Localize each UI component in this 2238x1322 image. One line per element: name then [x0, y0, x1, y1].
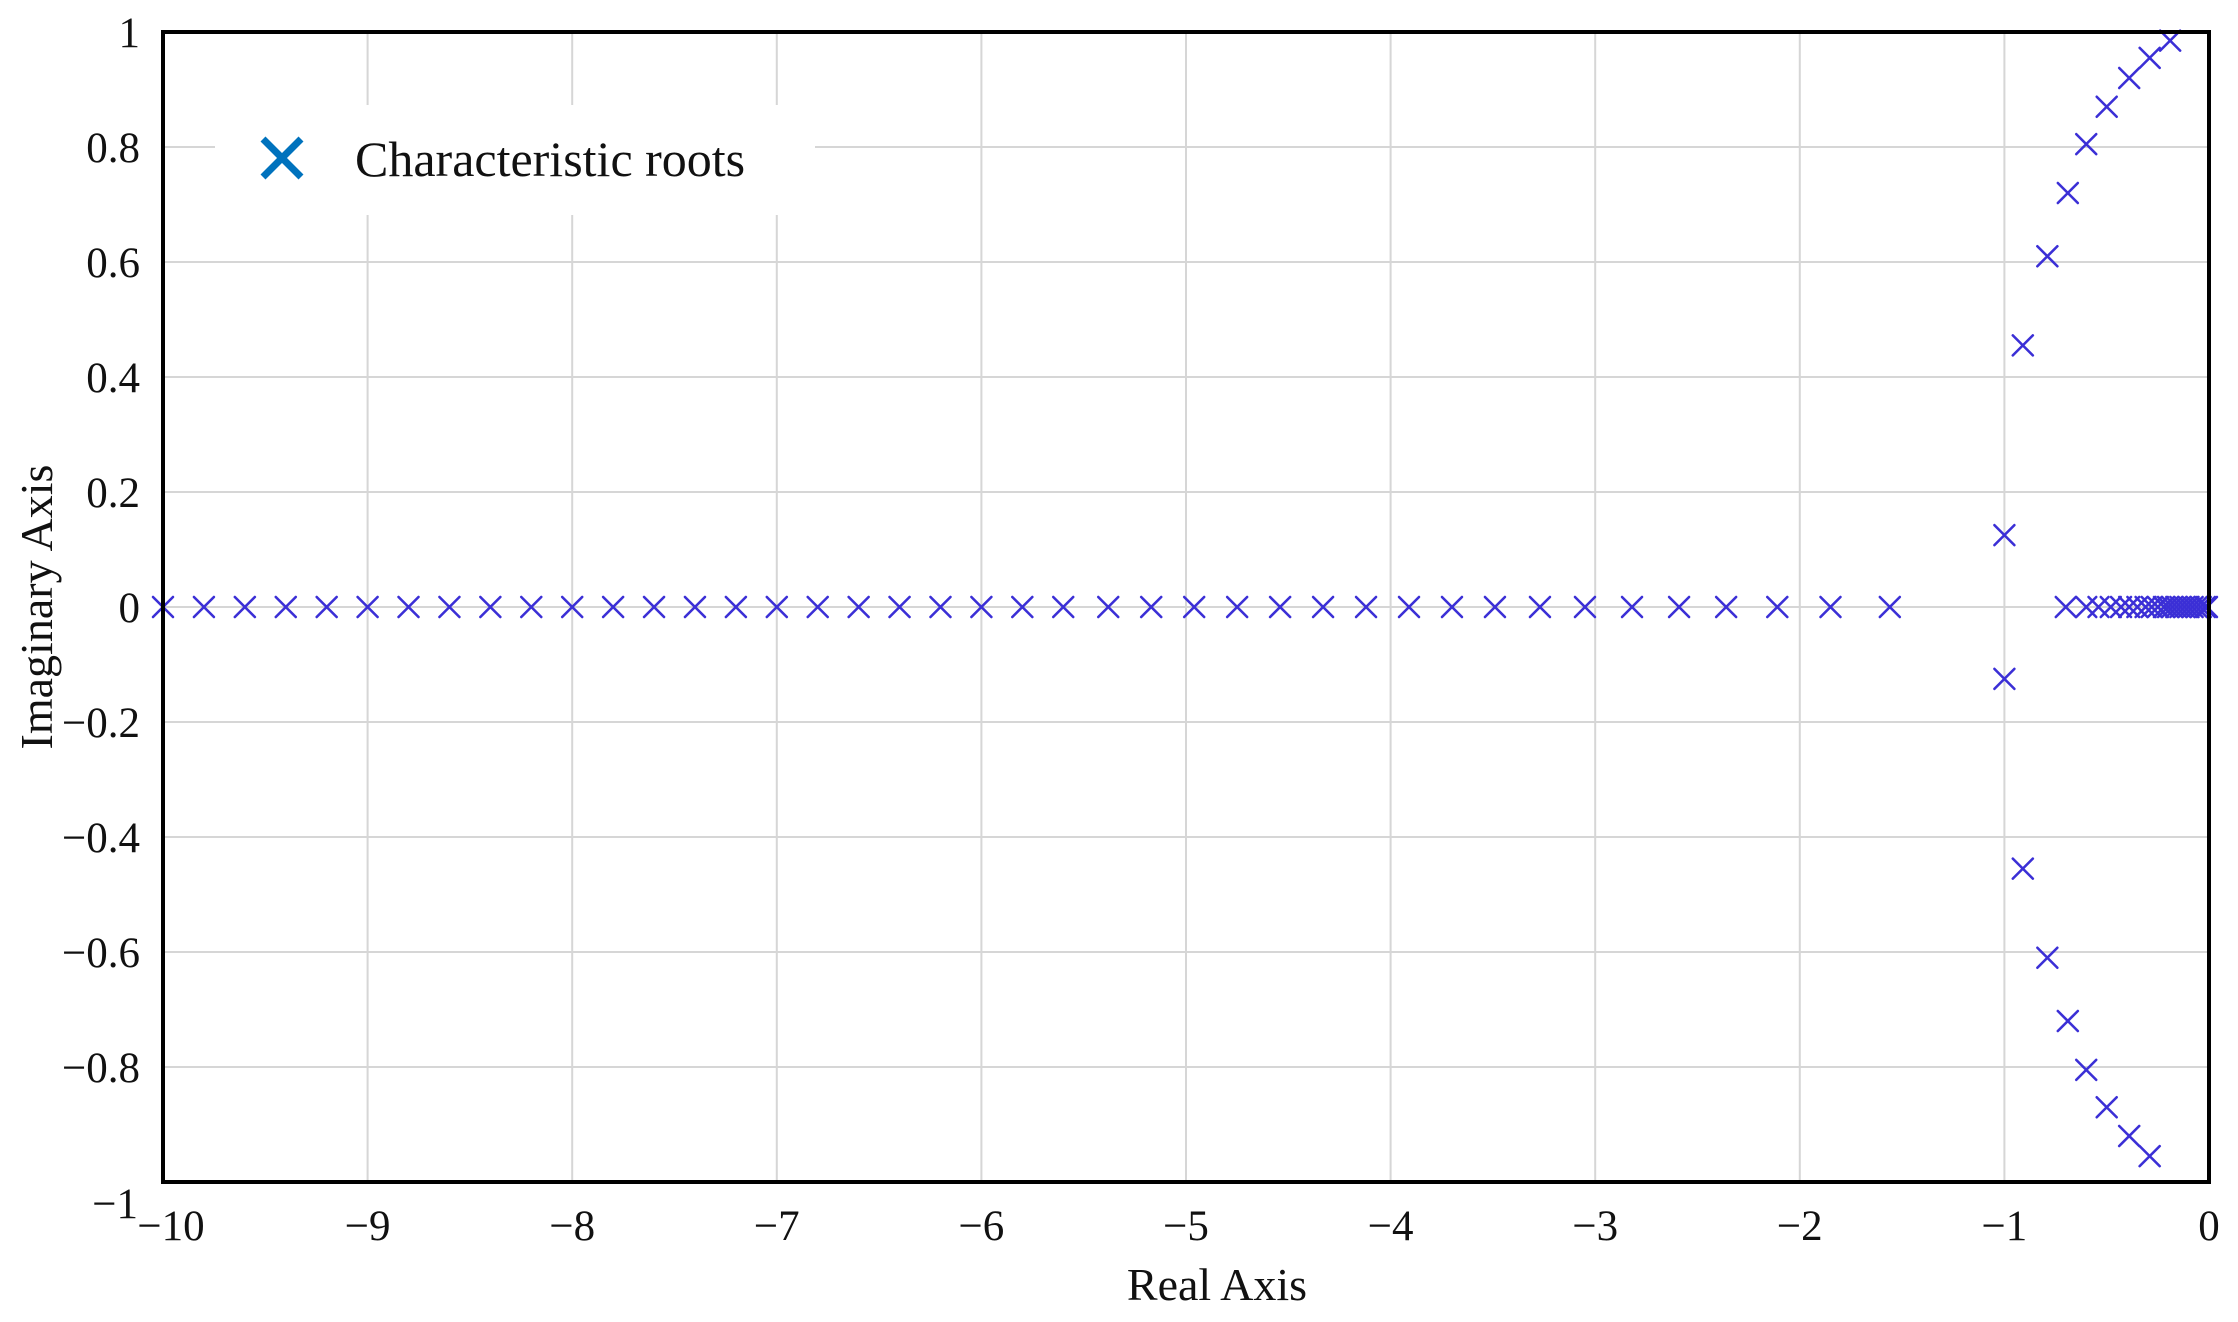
x-tick-label: −8	[549, 1203, 595, 1250]
root-point	[1311, 595, 1335, 619]
root-point	[315, 595, 338, 619]
root-point	[1573, 595, 1597, 619]
y-axis-ticks: 1 0.8 0.6 0.4 0.2 0 −0.2 −0.4 −0.6 −0.8 −1	[62, 10, 140, 1228]
y-tick-label: 0.2	[86, 470, 140, 517]
root-point	[929, 595, 952, 619]
x-tick-label: −5	[1163, 1203, 1209, 1250]
root-point	[765, 595, 789, 619]
x-tick-label: −2	[1777, 1203, 1823, 1250]
root-point	[2117, 1124, 2141, 1148]
root-point	[519, 595, 543, 619]
root-point	[1440, 595, 1464, 619]
root-point	[1483, 595, 1507, 619]
root-point	[1011, 595, 1034, 619]
root-point	[1268, 595, 1292, 619]
root-point	[970, 595, 993, 619]
characteristic-roots-series	[151, 29, 2219, 1168]
root-point	[1182, 595, 1206, 619]
root-point	[2074, 1058, 2098, 1082]
root-point	[2054, 595, 2078, 619]
root-point	[397, 595, 420, 619]
x-tick-label: −10	[137, 1203, 204, 1250]
root-point	[642, 595, 666, 619]
root-point	[2193, 595, 2217, 619]
x-tick-label: −4	[1368, 1203, 1414, 1250]
root-point	[847, 595, 870, 619]
root-point	[2109, 595, 2133, 619]
root-point	[2011, 857, 2035, 880]
root-point	[1765, 595, 1789, 619]
y-tick-label: −0.6	[62, 930, 140, 977]
root-point	[2036, 946, 2059, 970]
root-point	[1354, 595, 1378, 619]
root-point	[2195, 595, 2219, 619]
root-point	[1139, 595, 1163, 619]
root-point	[1993, 667, 2016, 691]
root-point	[2138, 1144, 2161, 1168]
grid	[163, 32, 2209, 1182]
x-tick-label: −9	[345, 1203, 391, 1250]
y-tick-label: 1	[119, 10, 141, 57]
root-point	[2011, 334, 2035, 357]
x-tick-label: −6	[959, 1203, 1005, 1250]
x-tick-label: −1	[1982, 1203, 2028, 1250]
root-point	[1051, 595, 1075, 619]
root-point	[1819, 595, 1842, 619]
root-point	[1096, 595, 1120, 619]
plot-frame	[161, 30, 2211, 1184]
x-tick-label: −7	[754, 1203, 800, 1250]
y-tick-label: 0.6	[86, 240, 140, 287]
y-tick-label: 0.8	[86, 125, 140, 172]
root-point	[1667, 595, 1691, 619]
y-axis-label: Imaginary Axis	[11, 465, 62, 750]
root-point	[2185, 595, 2209, 619]
root-point	[1993, 523, 2016, 547]
x-axis-label: Real Axis	[1127, 1259, 1307, 1310]
root-point	[1714, 595, 1738, 619]
y-tick-label: −0.2	[62, 700, 140, 747]
root-point	[1620, 595, 1644, 619]
root-point	[2056, 181, 2080, 205]
root-point	[560, 595, 584, 619]
y-tick-label: 0.4	[86, 355, 140, 402]
legend: Characteristic roots	[215, 105, 815, 215]
x-tick-label: −3	[1572, 1203, 1618, 1250]
root-point	[2074, 132, 2098, 156]
root-point	[2117, 66, 2141, 90]
root-point	[683, 595, 707, 619]
y-tick-label: 0	[119, 585, 141, 632]
root-point	[438, 595, 461, 619]
root-point	[2138, 46, 2161, 70]
root-point	[806, 595, 830, 619]
root-point	[2056, 1009, 2080, 1033]
root-point	[192, 595, 216, 619]
legend-x-marker-icon	[260, 136, 304, 180]
root-point	[2099, 595, 2123, 619]
root-point	[479, 595, 502, 619]
legend-box	[215, 105, 815, 215]
root-point	[1528, 595, 1552, 619]
root-point	[888, 595, 911, 619]
y-tick-label: −0.4	[62, 815, 140, 862]
y-tick-label: −0.8	[62, 1045, 140, 1092]
root-point	[724, 595, 748, 619]
root-point	[1225, 595, 1249, 619]
root-point	[1878, 595, 1902, 619]
root-point	[601, 595, 625, 619]
root-point	[2095, 95, 2118, 119]
root-point	[233, 595, 257, 619]
x-tick-label: 0	[2198, 1203, 2220, 1250]
y-tick-label: −1	[92, 1181, 138, 1228]
root-point	[2095, 1095, 2118, 1119]
legend-label: Characteristic roots	[355, 131, 745, 187]
root-point	[2036, 244, 2059, 268]
root-point	[2117, 595, 2141, 619]
root-point	[1397, 595, 1421, 619]
root-point	[356, 595, 379, 619]
x-axis-ticks: −10 −9 −8 −7 −6 −5 −4 −3 −2 −1 0	[137, 1203, 2219, 1250]
root-point	[274, 595, 298, 619]
